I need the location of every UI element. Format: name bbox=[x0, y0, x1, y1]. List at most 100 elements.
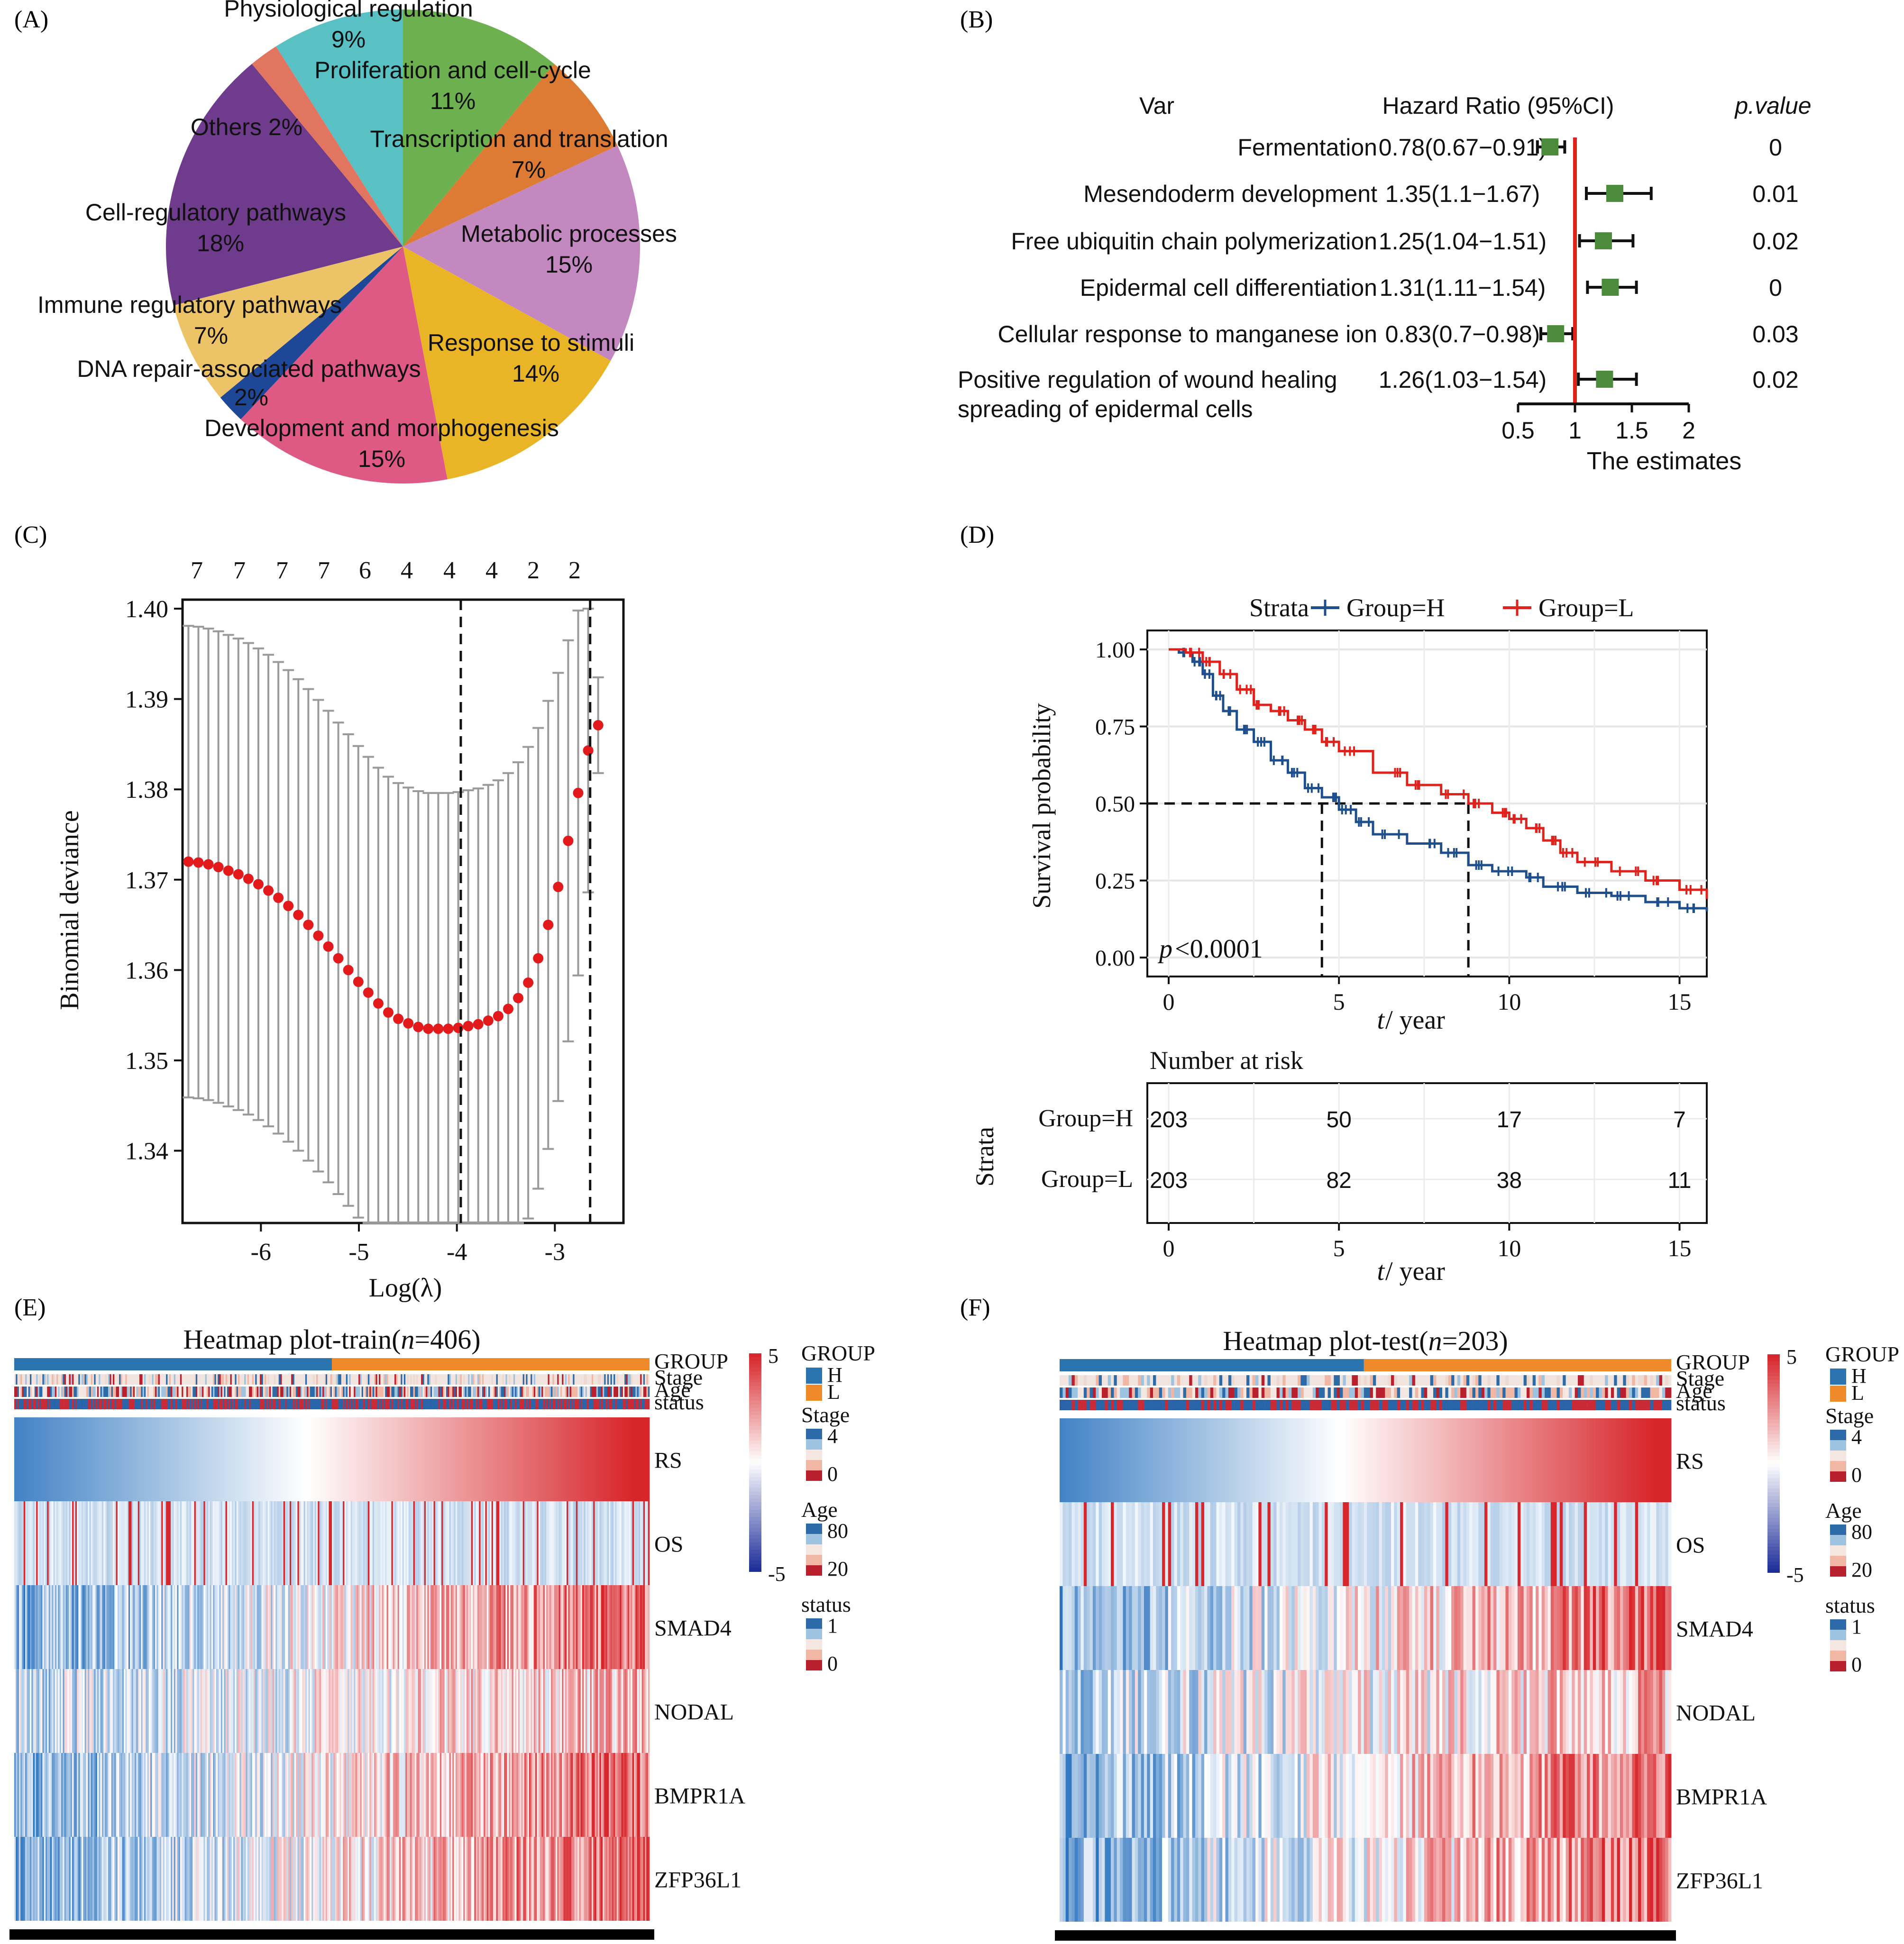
age-cell bbox=[573, 1387, 575, 1397]
heatmap-cell bbox=[480, 1501, 483, 1585]
status-cell bbox=[1659, 1400, 1663, 1410]
heatmap-cell bbox=[183, 1837, 185, 1921]
age-cell bbox=[1101, 1387, 1105, 1398]
heatmap-cell bbox=[164, 1753, 166, 1837]
heatmap-cell bbox=[521, 1501, 523, 1585]
risk-value: 203 bbox=[1150, 1107, 1188, 1132]
heatmap-cell bbox=[206, 1837, 209, 1921]
heatmap-cell bbox=[141, 1417, 143, 1501]
heatmap-cell bbox=[1300, 1418, 1304, 1502]
age-cell bbox=[1541, 1387, 1545, 1398]
stage-cell bbox=[1307, 1375, 1310, 1386]
heatmap-cell bbox=[379, 1585, 381, 1669]
legend-label: 1 bbox=[827, 1614, 838, 1637]
deviance-point bbox=[523, 977, 534, 988]
heatmap-cell bbox=[565, 1669, 567, 1753]
stage-cell bbox=[590, 1374, 592, 1385]
stage-cell bbox=[1541, 1375, 1545, 1386]
heatmap-cell bbox=[515, 1669, 517, 1753]
heatmap-cell bbox=[33, 1753, 35, 1837]
heatmap-cell bbox=[300, 1837, 302, 1921]
heatmap-cell bbox=[419, 1417, 421, 1501]
heatmap-cell bbox=[595, 1753, 597, 1837]
heatmap-cell bbox=[258, 1669, 260, 1753]
heatmap-cell bbox=[161, 1669, 163, 1753]
stage-cell bbox=[1231, 1375, 1235, 1386]
survival-curve bbox=[1169, 648, 1708, 899]
heatmap-cell bbox=[122, 1417, 124, 1501]
status-cell bbox=[117, 1399, 119, 1409]
heatmap-cell bbox=[466, 1753, 468, 1837]
heatmap-cell bbox=[106, 1753, 109, 1837]
heatmap-cell bbox=[641, 1501, 644, 1585]
heatmap-cell bbox=[531, 1837, 532, 1921]
heatmap-cell bbox=[218, 1753, 220, 1837]
scale-cell bbox=[749, 1353, 761, 1358]
status-cell bbox=[385, 1399, 387, 1409]
heatmap-cell bbox=[80, 1585, 82, 1669]
heatmap-cell bbox=[405, 1417, 407, 1501]
legend-swatch bbox=[806, 1565, 822, 1576]
heatmap-cell bbox=[130, 1837, 132, 1921]
stage-cell bbox=[646, 1374, 648, 1385]
stage-cell bbox=[1445, 1375, 1449, 1386]
heatmap-cell bbox=[621, 1501, 623, 1585]
heatmap-cell bbox=[131, 1669, 134, 1753]
heatmap-cell bbox=[42, 1669, 45, 1753]
deviance-point bbox=[513, 993, 524, 1004]
heatmap-cell bbox=[360, 1837, 362, 1921]
age-cell bbox=[496, 1387, 498, 1397]
heatmap-cell bbox=[372, 1753, 375, 1837]
heatmap-cell bbox=[249, 1585, 251, 1669]
heatmap-cell bbox=[626, 1417, 628, 1501]
status-cell bbox=[458, 1399, 460, 1409]
row-hr-label: 1.26(1.03−1.54) bbox=[1379, 366, 1547, 393]
age-cell bbox=[452, 1387, 454, 1397]
age-cell bbox=[1358, 1387, 1361, 1398]
status-cell bbox=[1135, 1400, 1138, 1410]
age-cell bbox=[1234, 1387, 1238, 1398]
status-cell bbox=[1264, 1400, 1268, 1410]
heatmap-cell bbox=[601, 1837, 603, 1921]
heatmap-cell bbox=[319, 1585, 321, 1669]
status-cell bbox=[1641, 1400, 1645, 1410]
heatmap-cell bbox=[188, 1753, 190, 1837]
age-cell bbox=[1632, 1387, 1636, 1398]
status-cell bbox=[77, 1399, 79, 1409]
heatmap-cell bbox=[17, 1501, 19, 1585]
stage-cell bbox=[146, 1374, 147, 1385]
age-cell bbox=[350, 1387, 353, 1397]
heatmap-cell bbox=[452, 1669, 454, 1753]
heatmap-cell bbox=[496, 1837, 498, 1921]
heatmap-cell bbox=[452, 1501, 454, 1585]
heatmap-cell bbox=[16, 1585, 18, 1669]
heatmap-cell bbox=[1117, 1418, 1120, 1502]
risk-value: 38 bbox=[1497, 1168, 1522, 1193]
age-cell bbox=[1668, 1387, 1672, 1398]
heatmap-cell bbox=[407, 1837, 409, 1921]
age-cell bbox=[341, 1387, 343, 1397]
heatmap-cell bbox=[283, 1753, 285, 1837]
heatmap-cell bbox=[263, 1753, 265, 1837]
stage-cell bbox=[293, 1374, 295, 1385]
heatmap-cell bbox=[246, 1753, 248, 1837]
heatmap-cell bbox=[52, 1837, 54, 1921]
heatmap-cell bbox=[242, 1669, 245, 1753]
stage-cell bbox=[205, 1374, 207, 1385]
heatmap-cell bbox=[150, 1417, 152, 1501]
age-cell bbox=[490, 1387, 492, 1397]
status-cell bbox=[1352, 1400, 1355, 1410]
age-cell bbox=[297, 1387, 299, 1397]
heatmap-cell bbox=[624, 1585, 626, 1669]
heatmap-cell bbox=[229, 1585, 230, 1669]
heatmap-cell bbox=[125, 1417, 128, 1501]
age-cell bbox=[20, 1387, 22, 1397]
age-cell bbox=[399, 1387, 401, 1397]
heatmap-cell bbox=[412, 1585, 414, 1669]
age-cell bbox=[1219, 1387, 1223, 1398]
heatmap-cell bbox=[582, 1669, 584, 1753]
heatmap-cell bbox=[497, 1417, 500, 1501]
heatmap-cell bbox=[61, 1417, 63, 1501]
heatmap-cell bbox=[1126, 1418, 1129, 1502]
heatmap-cell bbox=[493, 1501, 495, 1585]
